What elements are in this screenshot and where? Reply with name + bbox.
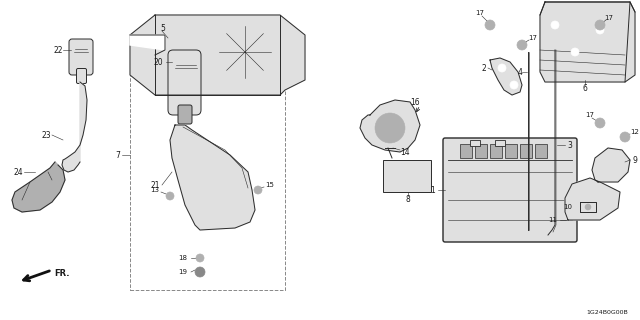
Bar	[505, 144, 517, 158]
Text: 16: 16	[410, 98, 420, 107]
Text: 9: 9	[632, 156, 637, 164]
Text: 13: 13	[150, 187, 159, 193]
Bar	[475, 144, 487, 158]
Polygon shape	[540, 2, 635, 82]
Text: 17: 17	[586, 112, 595, 118]
Text: 4: 4	[518, 68, 522, 76]
Circle shape	[196, 254, 204, 262]
Text: 1: 1	[431, 186, 435, 195]
Text: FR.: FR.	[54, 269, 70, 278]
Circle shape	[595, 118, 605, 128]
Circle shape	[485, 20, 495, 30]
Text: 24: 24	[13, 167, 23, 177]
Text: 10: 10	[563, 204, 572, 210]
Bar	[490, 144, 502, 158]
FancyBboxPatch shape	[77, 68, 86, 84]
Text: 14: 14	[400, 148, 410, 156]
Text: 17: 17	[476, 10, 484, 16]
Text: 18: 18	[178, 255, 187, 261]
Polygon shape	[130, 15, 305, 95]
Text: 8: 8	[406, 196, 410, 204]
Circle shape	[510, 81, 518, 89]
Bar	[460, 144, 472, 158]
Text: 5: 5	[160, 23, 165, 33]
Polygon shape	[490, 58, 522, 95]
Circle shape	[166, 192, 174, 200]
Circle shape	[217, 24, 273, 80]
Bar	[470, 140, 480, 146]
Polygon shape	[12, 162, 65, 212]
Polygon shape	[565, 178, 620, 220]
Bar	[535, 144, 547, 158]
Text: 15: 15	[266, 182, 275, 188]
Text: 20: 20	[154, 58, 163, 67]
Text: 21: 21	[150, 180, 160, 189]
Polygon shape	[360, 100, 420, 152]
FancyBboxPatch shape	[178, 105, 192, 124]
Circle shape	[596, 26, 604, 34]
Polygon shape	[130, 35, 165, 50]
FancyBboxPatch shape	[69, 39, 93, 75]
Circle shape	[595, 20, 605, 30]
Text: 17: 17	[605, 15, 614, 21]
Text: 19: 19	[178, 269, 187, 275]
Text: 12: 12	[630, 129, 639, 135]
Text: 17: 17	[529, 35, 538, 41]
Text: 3: 3	[568, 140, 572, 149]
Polygon shape	[170, 125, 255, 230]
Circle shape	[571, 48, 579, 56]
Circle shape	[585, 204, 591, 210]
Bar	[495, 140, 505, 146]
Circle shape	[195, 267, 205, 277]
FancyBboxPatch shape	[443, 138, 577, 242]
Text: 2: 2	[481, 63, 486, 73]
Circle shape	[498, 64, 506, 72]
Circle shape	[551, 21, 559, 29]
Text: 11: 11	[548, 217, 557, 223]
Text: 23: 23	[41, 131, 51, 140]
FancyBboxPatch shape	[168, 50, 201, 115]
Text: 6: 6	[582, 84, 588, 92]
Bar	[130, 40, 285, 290]
Text: 22: 22	[53, 45, 63, 54]
Circle shape	[254, 186, 262, 194]
Polygon shape	[62, 82, 87, 172]
Circle shape	[517, 40, 527, 50]
Bar	[383, 160, 431, 192]
Circle shape	[375, 113, 405, 143]
Polygon shape	[580, 202, 596, 212]
Bar	[520, 144, 532, 158]
Circle shape	[620, 132, 630, 142]
Text: 7: 7	[116, 150, 120, 159]
Polygon shape	[592, 148, 630, 182]
Text: 1G24B0G00B: 1G24B0G00B	[586, 309, 628, 315]
